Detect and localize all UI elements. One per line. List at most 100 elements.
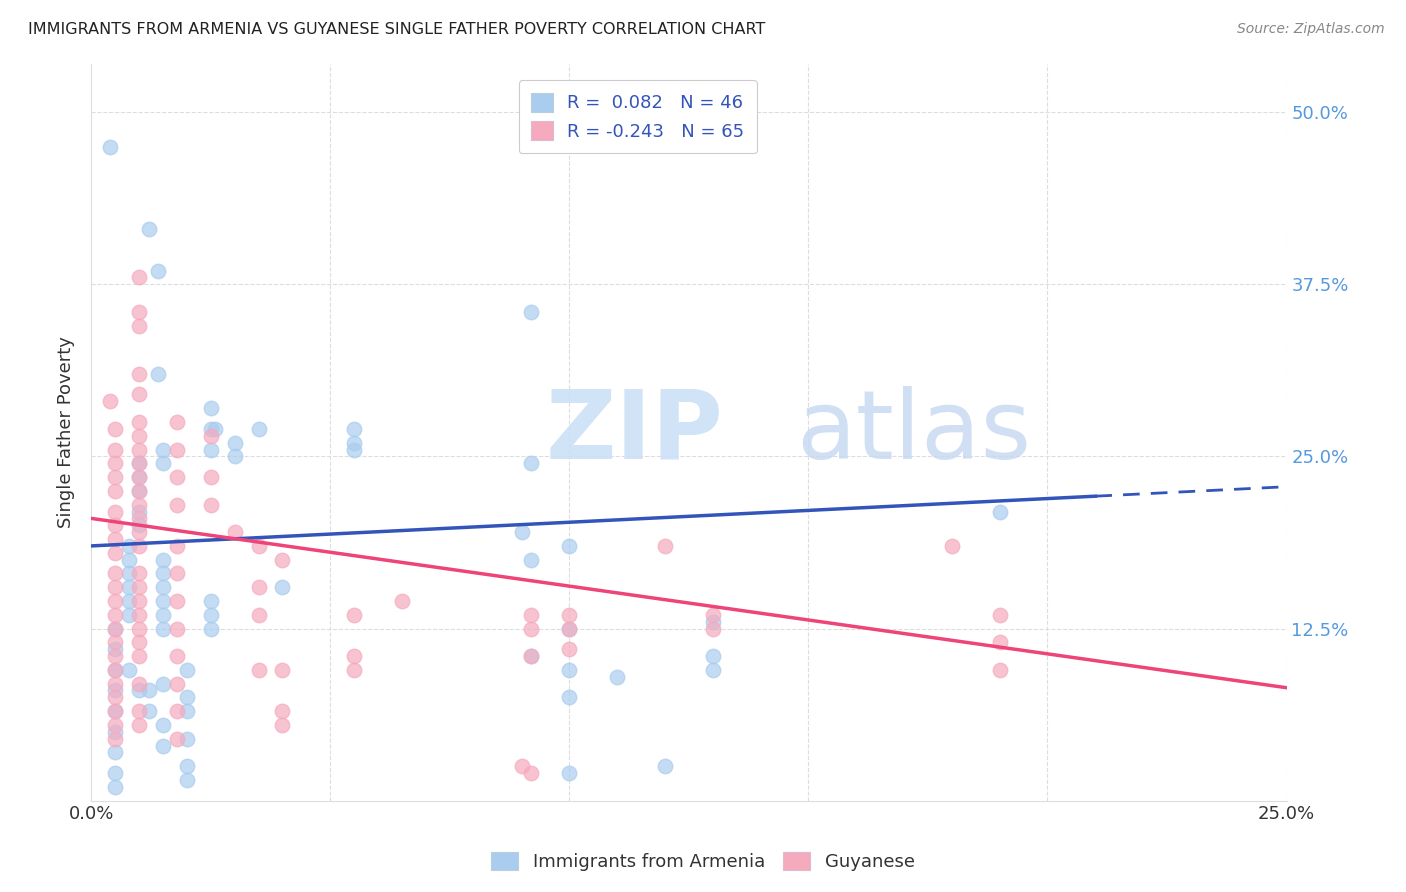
Point xyxy=(271,580,294,594)
Point xyxy=(104,532,127,546)
Point xyxy=(391,594,413,608)
Point xyxy=(128,607,150,622)
Point xyxy=(271,552,294,566)
Point xyxy=(343,607,366,622)
Point xyxy=(118,566,141,581)
Point xyxy=(104,622,127,636)
Point xyxy=(176,663,198,677)
Point xyxy=(166,498,188,512)
Point xyxy=(702,622,724,636)
Point xyxy=(128,718,150,732)
Point xyxy=(558,766,581,780)
Point xyxy=(520,766,543,780)
Point xyxy=(606,670,628,684)
Point xyxy=(104,504,127,518)
Point xyxy=(152,552,174,566)
Point xyxy=(200,470,222,484)
Text: ZIP: ZIP xyxy=(546,386,723,479)
Point xyxy=(128,270,150,285)
Point xyxy=(104,642,127,657)
Point xyxy=(520,648,543,663)
Point xyxy=(104,731,127,746)
Point xyxy=(152,676,174,690)
Point xyxy=(166,676,188,690)
Point xyxy=(104,746,127,760)
Point xyxy=(558,690,581,705)
Point xyxy=(104,470,127,484)
Point xyxy=(104,766,127,780)
Point xyxy=(152,580,174,594)
Point xyxy=(128,676,150,690)
Point xyxy=(128,456,150,470)
Point xyxy=(200,594,222,608)
Point xyxy=(247,539,270,553)
Point xyxy=(104,704,127,718)
Point xyxy=(166,539,188,553)
Point xyxy=(104,676,127,690)
Point xyxy=(176,704,198,718)
Text: atlas: atlas xyxy=(796,386,1032,479)
Point xyxy=(271,718,294,732)
Point xyxy=(104,718,127,732)
Point xyxy=(128,594,150,608)
Point xyxy=(146,263,169,277)
Point xyxy=(118,607,141,622)
Point xyxy=(941,539,963,553)
Point xyxy=(128,704,150,718)
Point xyxy=(558,607,581,622)
Point xyxy=(343,442,366,457)
Point xyxy=(510,759,533,773)
Point xyxy=(128,539,150,553)
Point xyxy=(104,683,127,698)
Point xyxy=(138,222,160,236)
Point xyxy=(128,622,150,636)
Point xyxy=(128,511,150,525)
Point xyxy=(104,690,127,705)
Point xyxy=(152,594,174,608)
Point xyxy=(104,622,127,636)
Legend: R =  0.082   N = 46, R = -0.243   N = 65: R = 0.082 N = 46, R = -0.243 N = 65 xyxy=(519,80,756,153)
Point xyxy=(988,663,1011,677)
Point xyxy=(104,780,127,794)
Point xyxy=(104,456,127,470)
Point xyxy=(152,718,174,732)
Point xyxy=(176,759,198,773)
Point xyxy=(200,498,222,512)
Point xyxy=(166,704,188,718)
Point xyxy=(247,607,270,622)
Point xyxy=(510,525,533,540)
Point xyxy=(200,422,222,436)
Point xyxy=(204,422,226,436)
Point xyxy=(128,498,150,512)
Y-axis label: Single Father Poverty: Single Father Poverty xyxy=(58,336,75,528)
Point xyxy=(128,635,150,649)
Point xyxy=(558,642,581,657)
Point xyxy=(520,607,543,622)
Point xyxy=(104,546,127,560)
Point xyxy=(343,663,366,677)
Point xyxy=(702,607,724,622)
Point xyxy=(104,566,127,581)
Point xyxy=(152,566,174,581)
Point xyxy=(152,739,174,753)
Point xyxy=(104,580,127,594)
Point xyxy=(138,683,160,698)
Point xyxy=(343,435,366,450)
Point xyxy=(128,525,150,540)
Point xyxy=(104,607,127,622)
Text: Source: ZipAtlas.com: Source: ZipAtlas.com xyxy=(1237,22,1385,37)
Point xyxy=(247,580,270,594)
Point xyxy=(166,731,188,746)
Point xyxy=(520,456,543,470)
Point xyxy=(128,470,150,484)
Point xyxy=(128,580,150,594)
Point xyxy=(200,607,222,622)
Point xyxy=(104,663,127,677)
Point xyxy=(702,648,724,663)
Point xyxy=(166,594,188,608)
Point xyxy=(128,429,150,443)
Point xyxy=(200,442,222,457)
Point xyxy=(152,456,174,470)
Point xyxy=(520,648,543,663)
Legend: Immigrants from Armenia, Guyanese: Immigrants from Armenia, Guyanese xyxy=(484,845,922,879)
